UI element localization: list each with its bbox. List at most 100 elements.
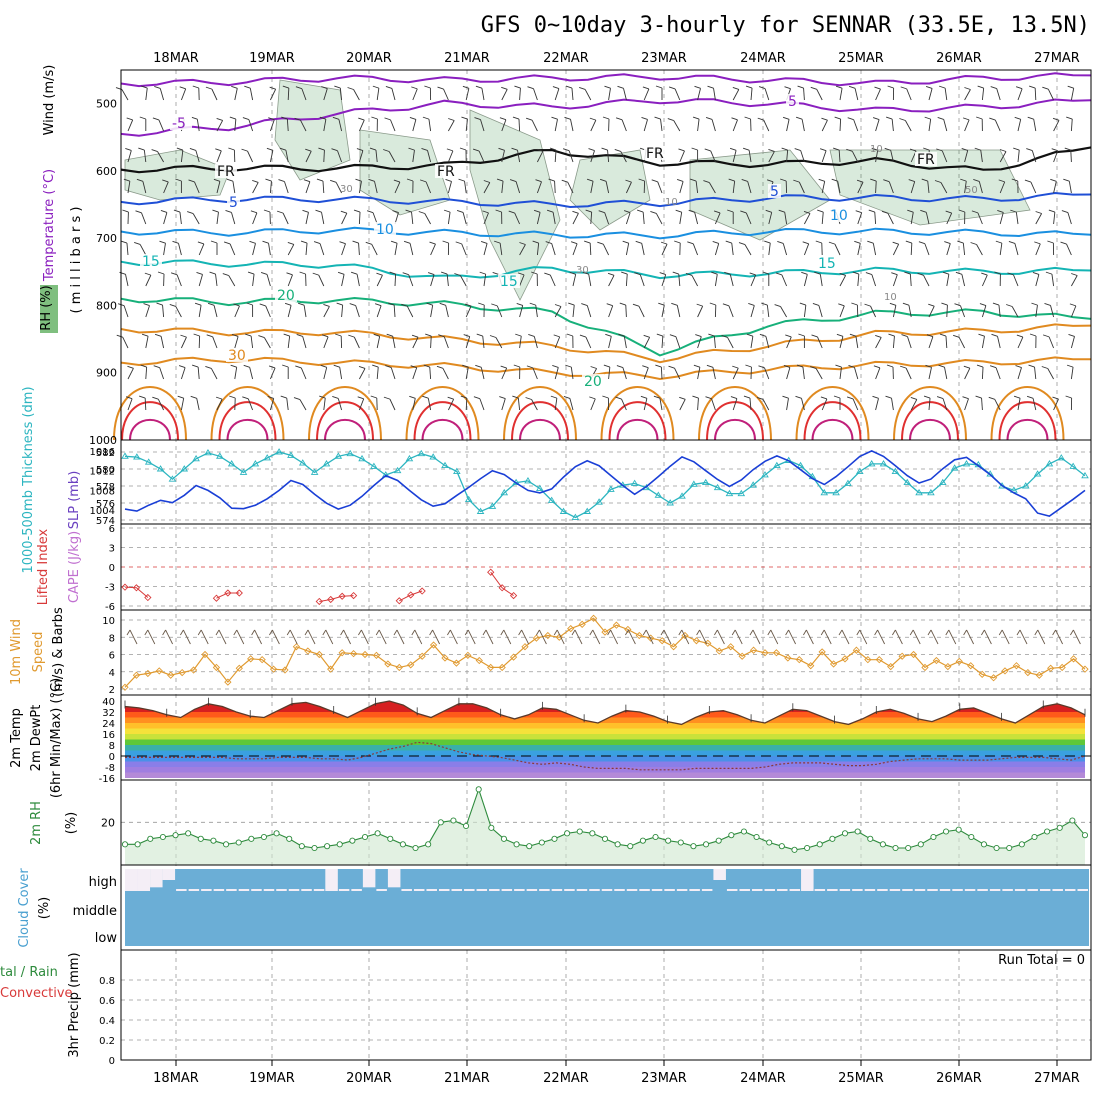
wind-barb	[392, 336, 396, 349]
surface-wind-barb-flag	[126, 629, 131, 636]
wind-barb-flag	[127, 365, 134, 369]
surface-wind-barb-flag	[1016, 629, 1021, 636]
wind-barb	[213, 305, 218, 318]
wind-speed-point	[429, 641, 438, 649]
wind-barb	[533, 336, 538, 349]
wind-barb-flag	[909, 148, 917, 152]
wind-barb	[964, 119, 970, 132]
wind-barb	[1035, 213, 1043, 225]
wind-barb-flag	[634, 272, 641, 276]
wind-barb	[764, 88, 770, 101]
wind-barb-flag	[241, 148, 248, 152]
wind-barb-flag	[499, 396, 506, 399]
wind-barb	[376, 275, 383, 287]
wind-barb	[554, 88, 560, 101]
wind-barb-flag	[228, 147, 235, 151]
wind-barb-flag	[192, 364, 199, 368]
wind-barb	[443, 88, 449, 101]
wind-barb-flag	[332, 116, 340, 120]
wind-barb-flag	[598, 210, 605, 214]
wind-barb	[857, 182, 864, 194]
wind-barb	[839, 336, 844, 349]
wind-tick-label: 8	[109, 633, 115, 644]
temp-tick-label: 32	[102, 708, 115, 719]
wind-barb	[355, 305, 360, 318]
wind-barb	[589, 242, 592, 256]
surface-isotherm	[795, 386, 870, 441]
wind-barb-flag	[745, 364, 752, 368]
cloud-high-bar	[464, 889, 475, 891]
wind-barb-flag	[988, 396, 995, 400]
wind-barb-flag	[905, 240, 912, 244]
wind-barb	[429, 366, 432, 380]
wind-barb-flag	[283, 333, 290, 337]
wind-barb	[904, 120, 912, 132]
wind-barb	[572, 243, 578, 256]
wind-barb	[763, 119, 770, 132]
wind-barb-flag	[323, 303, 330, 307]
wind-barb	[766, 305, 770, 318]
wind-barb	[406, 306, 414, 318]
wind-barb	[427, 150, 432, 163]
wind-barb-flag	[315, 209, 322, 213]
wind-barb	[570, 367, 574, 380]
wind-barb	[872, 243, 877, 256]
wind-barb	[337, 150, 343, 163]
wind-barb	[978, 181, 983, 194]
wind-barb-flag	[623, 210, 631, 214]
wind-speed-point	[281, 666, 289, 674]
wind-barb-flag	[421, 147, 428, 151]
wind-barb-flag	[347, 87, 354, 90]
surface-wind-barb	[182, 629, 191, 645]
contour-label: 20	[584, 374, 602, 390]
wind-barb-flag	[330, 179, 337, 183]
wind-barb-flag	[215, 396, 223, 400]
isotherm-30	[120, 356, 1092, 381]
thickness-point	[393, 466, 402, 474]
wind-barb-flag	[759, 333, 767, 337]
thickness-tick-label: 578	[96, 482, 115, 493]
thickness-point	[239, 468, 248, 475]
wind-barb	[462, 212, 467, 225]
wind-barb-flag	[1007, 272, 1014, 276]
wind-barb-flag	[907, 209, 914, 213]
wind-barb-flag	[632, 303, 640, 307]
wind-barb-flag	[152, 117, 160, 121]
surface-wind-barb-flag	[874, 629, 878, 636]
surface-isotherm	[308, 386, 382, 441]
wind-barb	[554, 149, 557, 163]
wind-barb	[1066, 243, 1072, 256]
rh-point	[639, 837, 646, 844]
wind-barb-flag	[527, 86, 534, 90]
contour-label-bg	[275, 288, 297, 302]
wind-barb	[1030, 181, 1037, 194]
wind-barb-flag	[939, 333, 947, 337]
wind-barb-flag	[247, 271, 255, 275]
wind-barb	[839, 275, 847, 287]
wind-barb-flag	[642, 86, 650, 90]
wind-barb	[157, 151, 164, 163]
wind-barb-flag	[388, 302, 395, 306]
wind-barb	[657, 181, 663, 194]
wind-barb	[711, 119, 716, 132]
wind-barb-flag	[134, 241, 141, 245]
rh-point	[121, 841, 129, 848]
wind-barb-flag	[250, 210, 258, 214]
surface-wind-barb	[681, 629, 690, 645]
wind-barb-flag	[995, 240, 1003, 244]
wind-barb-flag	[348, 334, 355, 338]
surface-wind-barb-flag	[429, 629, 433, 636]
thickness-point	[370, 462, 378, 469]
wind-barb-flag	[640, 395, 648, 399]
wind-speed-point	[921, 663, 929, 672]
wind-barb-flag	[501, 86, 508, 90]
wind-barb-flag	[553, 334, 560, 338]
wind-barb-flag	[141, 85, 148, 89]
wind-barb	[448, 120, 455, 132]
wind-barb-flag	[962, 396, 969, 400]
wind-barb	[554, 119, 558, 132]
wind-barb	[572, 213, 579, 225]
wind-barb	[318, 274, 325, 287]
